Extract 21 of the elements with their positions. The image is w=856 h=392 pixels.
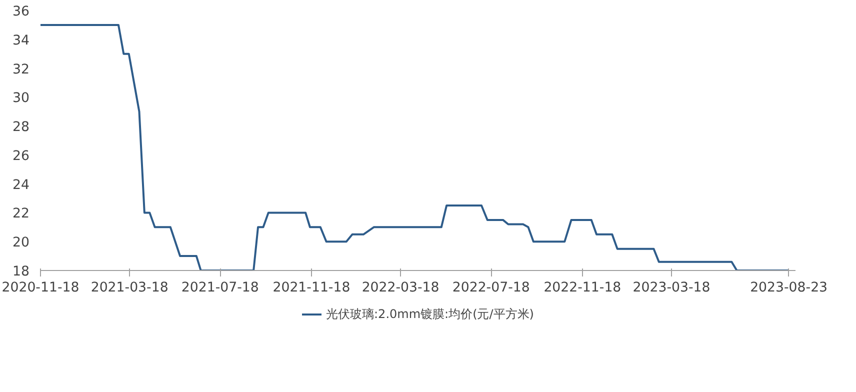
y-tick-label: 34 — [12, 33, 30, 48]
y-tick-label: 18 — [12, 264, 30, 280]
x-tick-label: 2021-03-18 — [90, 280, 168, 296]
y-tick-label: 36 — [12, 4, 30, 20]
x-tick-label: 2020-11-18 — [2, 280, 80, 296]
y-tick-label: 24 — [12, 178, 30, 193]
y-tick-label: 30 — [12, 91, 30, 106]
legend-label: 光伏玻璃:2.0mm镀膜:均价(元/平方米) — [326, 306, 534, 322]
y-tick-label: 32 — [12, 62, 30, 78]
x-tick-label: 2022-03-18 — [362, 280, 440, 296]
x-tick-label: 2022-07-18 — [452, 280, 530, 296]
x-tick-label: 2023-08-23 — [750, 280, 828, 296]
y-tick-label: 22 — [12, 206, 30, 222]
x-tick-label: 2022-11-18 — [544, 280, 622, 296]
x-tick-label: 2023-03-18 — [632, 280, 710, 296]
y-tick-label: 26 — [12, 148, 30, 164]
line-series — [40, 24, 790, 270]
x-tick-label: 2021-07-18 — [181, 280, 259, 296]
y-tick-label: 20 — [12, 236, 30, 251]
x-tick-label: 2021-11-18 — [272, 280, 350, 296]
y-tick-label: 28 — [12, 120, 30, 136]
